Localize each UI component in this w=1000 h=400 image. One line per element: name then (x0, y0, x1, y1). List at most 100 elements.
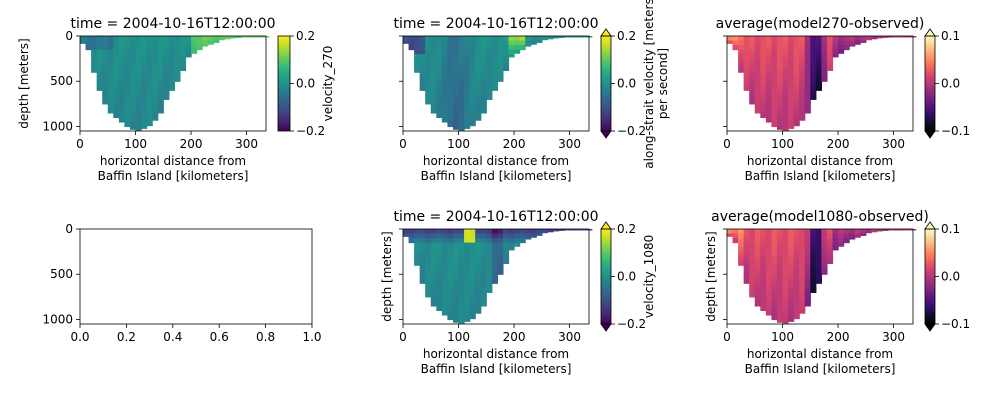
heatmap-cell (436, 301, 443, 307)
heatmap-cell (810, 54, 817, 60)
heatmap-cell (146, 103, 153, 109)
heatmap-cell (497, 233, 504, 239)
heatmap-cell (743, 63, 750, 69)
heatmap-cell (530, 40, 537, 45)
heatmap-cell (491, 85, 498, 91)
heatmap-cell (152, 99, 159, 105)
heatmap-cell (788, 256, 795, 262)
heatmap-cell (124, 94, 131, 100)
heatmap-cell (558, 229, 565, 231)
heatmap-cell (447, 67, 454, 73)
heatmap-cell (124, 45, 131, 51)
heatmap-cell (760, 99, 767, 105)
heatmap-cell (157, 58, 164, 64)
panel-diff-270: 0 100 200 300average(model270-observed)hori… (716, 16, 971, 183)
heatmap-cell (743, 36, 750, 42)
heatmap-cell (174, 49, 181, 55)
heatmap-cell (179, 45, 187, 51)
heatmap-cell (96, 36, 103, 42)
heatmap-cell (113, 76, 120, 82)
heatmap-cell (464, 36, 471, 42)
heatmap-cell (475, 287, 482, 293)
heatmap-cell (799, 76, 806, 82)
heatmap-cell (804, 90, 811, 96)
heatmap-cell (157, 94, 164, 100)
heatmap-cell (486, 76, 493, 82)
heatmap-cell (475, 242, 482, 248)
heatmap-cell (536, 233, 543, 236)
heatmap-cell (85, 36, 92, 42)
heatmap-cell (815, 72, 822, 78)
heatmap-cell (107, 99, 114, 105)
heatmap-cell (419, 260, 426, 266)
heatmap-cell (486, 251, 493, 257)
heatmap-cell (118, 103, 126, 109)
heatmap-cell (152, 81, 159, 87)
heatmap-cell (152, 112, 159, 119)
heatmap-cell (799, 296, 806, 302)
heatmap-cell (163, 40, 170, 46)
heatmap-cell (514, 36, 521, 42)
heatmap-cell (452, 296, 460, 302)
heatmap-cell (135, 54, 142, 60)
heatmap-cell (799, 72, 806, 78)
heatmap-cell (810, 81, 817, 87)
heatmap-cell (464, 81, 471, 87)
heatmap-cell (458, 85, 465, 91)
heatmap-cell (430, 292, 437, 298)
heatmap-cell (480, 72, 487, 78)
heatmap-cell (871, 36, 878, 40)
heatmap-cell (447, 251, 454, 257)
heatmap-cell (464, 274, 471, 280)
heatmap-cell (519, 36, 526, 42)
heatmap-cell (776, 310, 784, 316)
heatmap-cell (788, 314, 795, 321)
heatmap-cell (458, 58, 465, 64)
heatmap-cell (464, 63, 471, 69)
heatmap-cell (793, 94, 800, 100)
heatmap-cell (486, 238, 493, 244)
heatmap-cell (849, 40, 856, 46)
heatmap-cell (152, 94, 159, 100)
heatmap-cell (135, 76, 142, 82)
heatmap-cell (793, 233, 800, 239)
heatmap-cell (475, 274, 482, 280)
heatmap-cell (815, 256, 822, 262)
heatmap-cell (458, 265, 465, 271)
heatmap-cell (765, 85, 773, 91)
heatmap-cell (849, 238, 856, 240)
heatmap-cell (776, 260, 784, 266)
heatmap-cell (452, 99, 460, 105)
y-axis-label: depth [meters] (17, 38, 31, 128)
heatmap-cell (502, 54, 510, 60)
heatmap-cell (782, 242, 789, 248)
heatmap-cell (826, 229, 834, 235)
heatmap-cell (152, 58, 159, 64)
heatmap-cell (849, 229, 856, 235)
heatmap-cell (738, 256, 745, 262)
heatmap-cell (782, 314, 789, 321)
heatmap-cell (547, 229, 554, 233)
heatmap-cell (441, 260, 449, 266)
heatmap-cell (788, 233, 795, 239)
heatmap-cell (793, 108, 800, 114)
heatmap-cell (146, 99, 153, 105)
heatmap-cell (447, 94, 454, 100)
heatmap-cell (124, 81, 131, 87)
heatmap-cell (776, 126, 784, 130)
heatmap-cell (749, 283, 756, 289)
heatmap-cell (776, 238, 784, 244)
heatmap-cell (771, 238, 778, 244)
heatmap-cell (91, 67, 98, 73)
heatmap-cell (815, 238, 822, 244)
heatmap-cell (102, 67, 109, 73)
heatmap-cell (771, 76, 778, 82)
heatmap-cell (179, 67, 187, 71)
heatmap-cell (826, 256, 834, 262)
heatmap-cell (754, 251, 761, 257)
heatmap-cell (475, 49, 482, 55)
heatmap-cell (174, 58, 181, 64)
heatmap-cell (430, 72, 437, 78)
heatmap-cell (760, 269, 767, 275)
